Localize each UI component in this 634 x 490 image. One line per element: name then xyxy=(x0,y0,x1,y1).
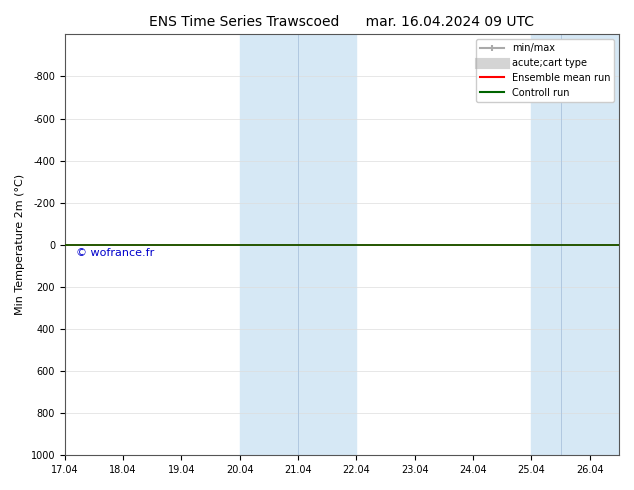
Y-axis label: Min Temperature 2m (°C): Min Temperature 2m (°C) xyxy=(15,174,25,316)
Bar xyxy=(240,34,356,455)
Title: ENS Time Series Trawscoed      mar. 16.04.2024 09 UTC: ENS Time Series Trawscoed mar. 16.04.202… xyxy=(150,15,534,29)
Text: © wofrance.fr: © wofrance.fr xyxy=(76,248,154,258)
Legend: min/max, acute;cart type, Ensemble mean run, Controll run: min/max, acute;cart type, Ensemble mean … xyxy=(476,39,614,101)
Bar xyxy=(531,34,619,455)
